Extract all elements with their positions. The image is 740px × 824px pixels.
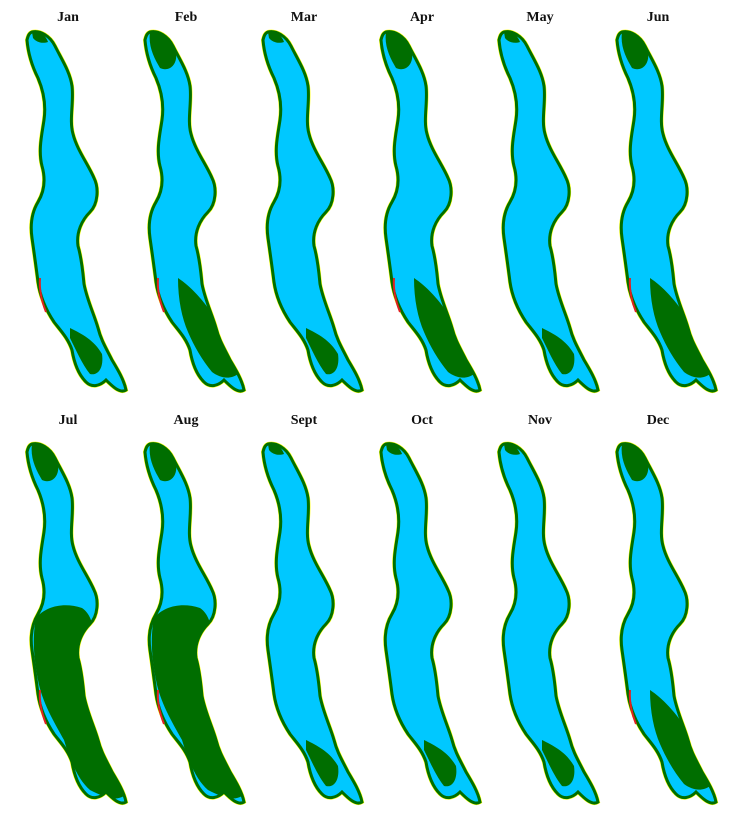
vegetation-patch	[650, 690, 710, 790]
lake-water	[381, 443, 480, 804]
vegetation-patch	[650, 278, 710, 378]
vegetation-patch	[542, 740, 575, 787]
shoreline-red	[38, 689, 47, 725]
lake-water	[145, 31, 244, 392]
month-label-sept: Sept	[290, 413, 318, 428]
lake-map-sept	[260, 441, 365, 805]
vegetation-patch	[70, 328, 103, 375]
vegetation-coverage	[386, 443, 457, 787]
month-label-feb: Feb	[174, 10, 198, 25]
vegetation-patch	[306, 328, 339, 375]
vegetation-patch	[424, 740, 457, 787]
month-label-aug: Aug	[173, 413, 199, 428]
vegetation-patch	[32, 31, 48, 43]
lake-map-may	[496, 29, 601, 393]
shoreline-vegetation	[25, 30, 128, 393]
vegetation-patch	[504, 31, 520, 43]
shoreline-vegetation	[497, 442, 600, 805]
lake-water	[27, 31, 126, 392]
lake-water	[499, 31, 598, 392]
vegetation-coverage	[32, 31, 103, 375]
lake-map-jun	[614, 29, 719, 393]
vegetation-patch	[268, 31, 284, 43]
lake-water	[263, 443, 362, 804]
shoreline-red	[628, 277, 637, 313]
vegetation-coverage	[504, 31, 575, 375]
month-label-jan: Jan	[57, 10, 79, 25]
lake-map-dec	[614, 441, 719, 805]
lake-map-mar	[260, 29, 365, 393]
shoreline-red	[156, 277, 165, 313]
shoreline-red	[392, 277, 401, 313]
vegetation-patch	[504, 443, 520, 455]
shoreline-vegetation	[143, 442, 246, 805]
month-label-mar: Mar	[290, 10, 318, 25]
lake-water	[499, 443, 598, 804]
lake-water	[617, 31, 716, 392]
shoreline-vegetation	[615, 442, 718, 805]
vegetation-patch	[542, 328, 575, 375]
shoreline-vegetation	[261, 30, 364, 393]
lake-map-aug	[142, 441, 247, 805]
lake-map-jul	[24, 441, 129, 805]
vegetation-patch	[386, 443, 402, 455]
lake-map-feb	[142, 29, 247, 393]
month-label-oct: Oct	[411, 413, 433, 428]
shoreline-red	[156, 689, 165, 725]
month-label-nov: Nov	[527, 413, 553, 428]
shoreline-vegetation	[615, 30, 718, 393]
vegetation-patch	[414, 278, 474, 378]
month-label-may: May	[526, 10, 554, 25]
shoreline-vegetation	[379, 442, 482, 805]
lake-water	[617, 443, 716, 804]
vegetation-patch	[268, 443, 284, 455]
lake-water	[263, 31, 362, 392]
lake-map-nov	[496, 441, 601, 805]
month-label-apr: Apr	[409, 10, 435, 25]
shoreline-vegetation	[143, 30, 246, 393]
shoreline-red	[38, 277, 47, 313]
lake-water	[381, 31, 480, 392]
shoreline-vegetation	[25, 442, 128, 805]
vegetation-coverage	[268, 31, 339, 375]
month-label-jul: Jul	[58, 413, 78, 428]
vegetation-coverage	[268, 443, 339, 787]
month-label-dec: Dec	[646, 413, 670, 428]
lake-map-jan	[24, 29, 129, 393]
lake-map-apr	[378, 29, 483, 393]
lake-map-oct	[378, 441, 483, 805]
shoreline-vegetation	[379, 30, 482, 393]
shoreline-vegetation	[497, 30, 600, 393]
shoreline-red	[628, 689, 637, 725]
vegetation-coverage	[504, 443, 575, 787]
vegetation-patch	[178, 278, 238, 378]
month-label-jun: Jun	[646, 10, 670, 25]
vegetation-patch	[306, 740, 339, 787]
shoreline-vegetation	[261, 442, 364, 805]
